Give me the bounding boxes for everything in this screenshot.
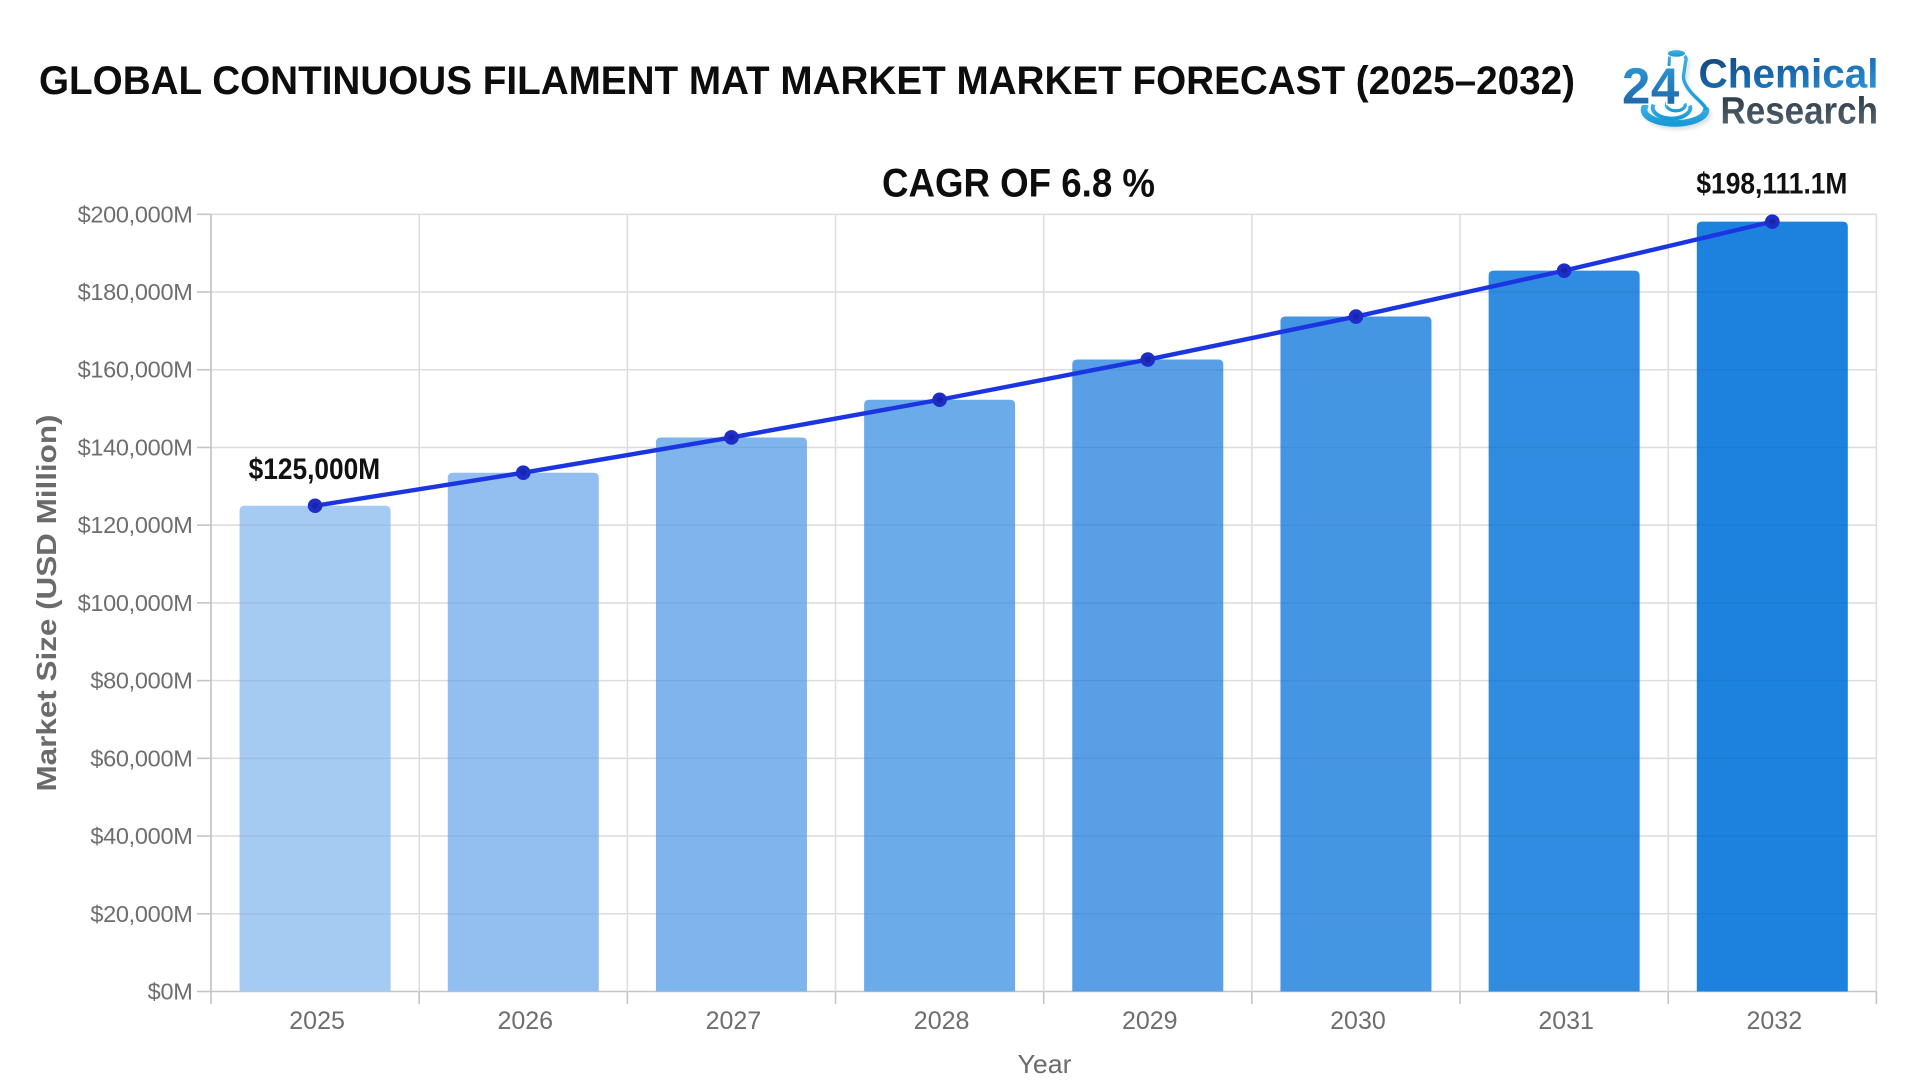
- svg-text:2025: 2025: [289, 1007, 345, 1035]
- svg-text:2027: 2027: [706, 1007, 762, 1035]
- svg-text:2030: 2030: [1330, 1007, 1386, 1035]
- svg-text:Year: Year: [1018, 1049, 1072, 1079]
- svg-text:$100,000M: $100,000M: [78, 590, 193, 616]
- svg-text:$20,000M: $20,000M: [90, 901, 192, 927]
- svg-text:GLOBAL CONTINUOUS FILAMENT MAT: GLOBAL CONTINUOUS FILAMENT MAT MARKET MA…: [39, 59, 1575, 103]
- svg-text:24: 24: [1622, 58, 1680, 115]
- svg-text:$180,000M: $180,000M: [78, 279, 193, 305]
- svg-text:$80,000M: $80,000M: [90, 668, 192, 694]
- svg-text:2032: 2032: [1746, 1007, 1802, 1035]
- svg-text:CAGR OF 6.8 %: CAGR OF 6.8 %: [882, 162, 1155, 206]
- svg-text:$198,111.1M: $198,111.1M: [1696, 167, 1847, 200]
- svg-text:$160,000M: $160,000M: [78, 357, 193, 383]
- svg-text:$60,000M: $60,000M: [90, 745, 192, 771]
- svg-text:Market Size (USD Million): Market Size (USD Million): [31, 415, 62, 792]
- svg-text:2029: 2029: [1122, 1007, 1178, 1035]
- svg-text:2026: 2026: [497, 1007, 553, 1035]
- svg-text:$120,000M: $120,000M: [78, 512, 193, 538]
- svg-text:Research: Research: [1721, 91, 1879, 133]
- svg-text:$125,000M: $125,000M: [249, 453, 381, 486]
- svg-text:Chemical: Chemical: [1699, 51, 1879, 97]
- svg-text:$140,000M: $140,000M: [78, 434, 193, 460]
- svg-text:$200,000M: $200,000M: [78, 201, 193, 227]
- svg-text:2031: 2031: [1538, 1007, 1594, 1035]
- svg-text:$40,000M: $40,000M: [90, 823, 192, 849]
- svg-text:$0M: $0M: [148, 979, 193, 1005]
- svg-text:2028: 2028: [914, 1007, 970, 1035]
